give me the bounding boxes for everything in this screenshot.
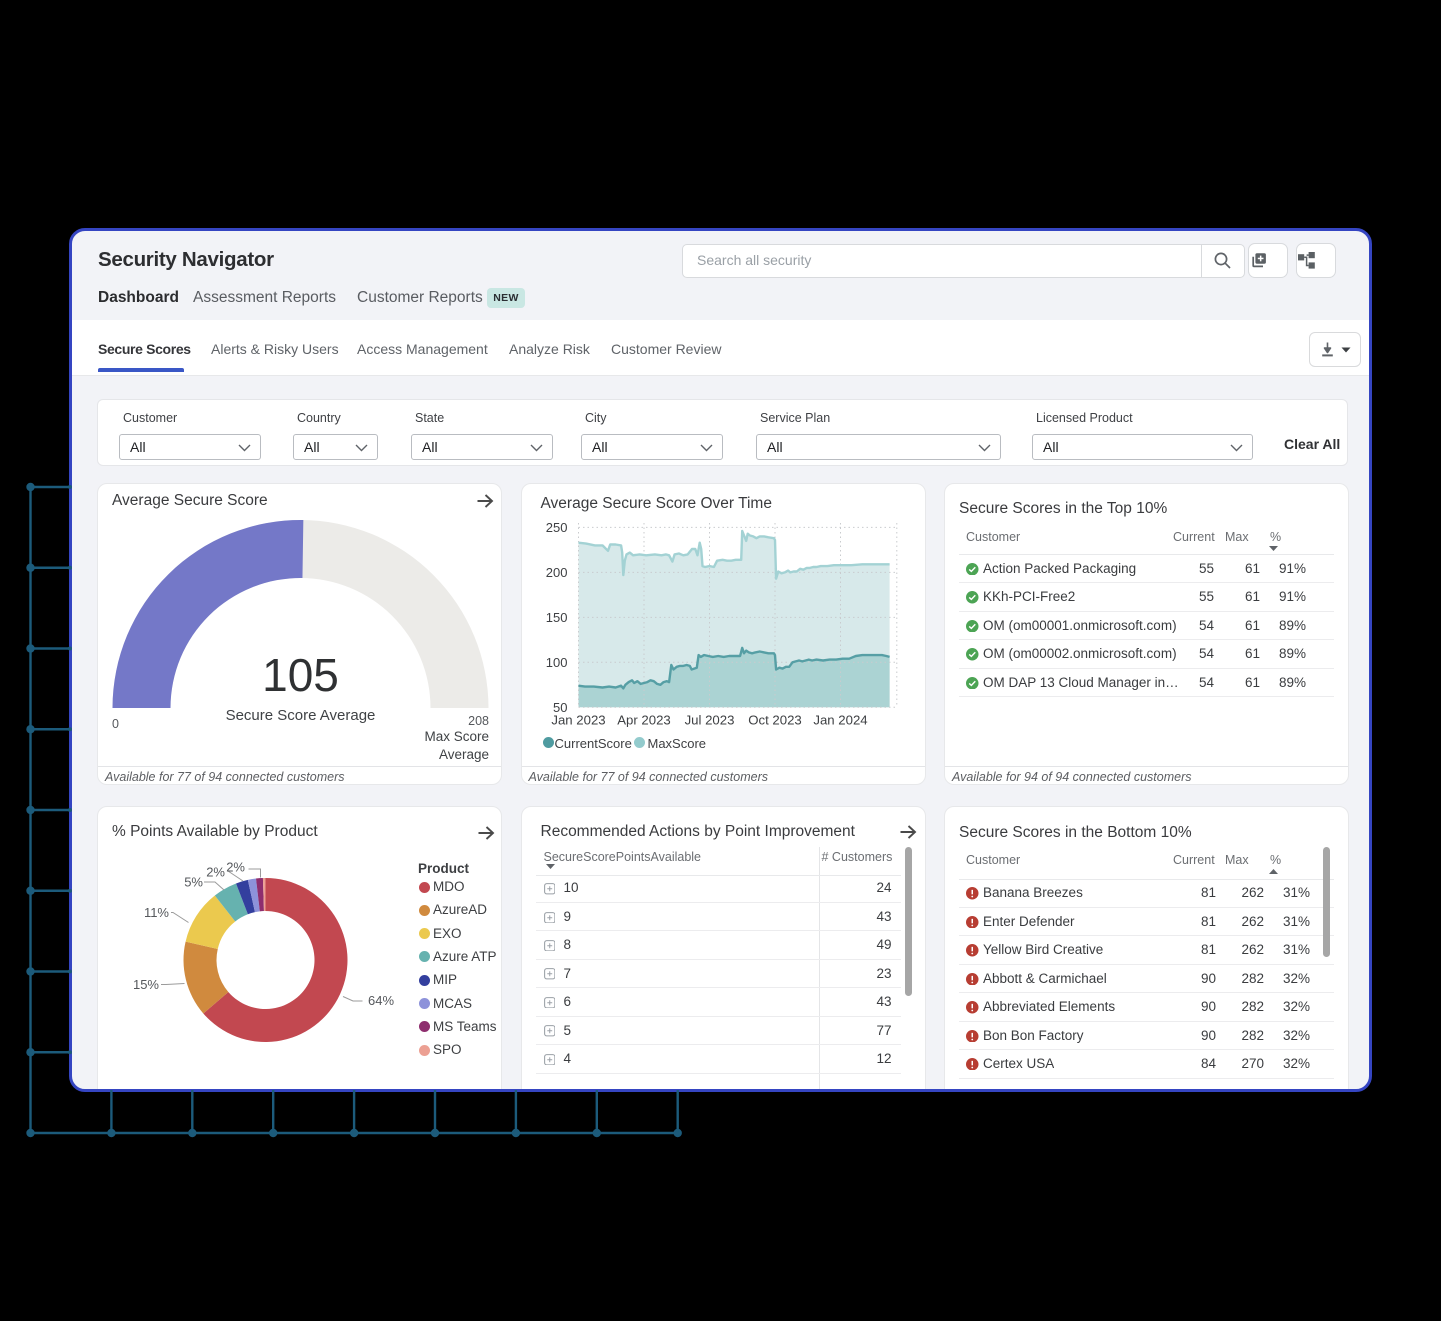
svg-text:150: 150 xyxy=(545,610,567,625)
svg-text:11%: 11% xyxy=(144,905,169,920)
svg-text:5%: 5% xyxy=(184,874,203,889)
svg-text:Jan 2024: Jan 2024 xyxy=(813,713,867,728)
svg-text:250: 250 xyxy=(545,520,567,535)
svg-text:200: 200 xyxy=(545,565,567,580)
svg-text:Apr 2023: Apr 2023 xyxy=(617,713,671,728)
svg-text:64%: 64% xyxy=(368,993,394,1008)
svg-text:15%: 15% xyxy=(133,977,159,992)
svg-text:Jul 2023: Jul 2023 xyxy=(684,713,734,728)
svg-text:50: 50 xyxy=(553,700,567,715)
svg-text:100: 100 xyxy=(545,655,567,670)
svg-text:Jan 2023: Jan 2023 xyxy=(551,713,605,728)
svg-text:2%: 2% xyxy=(206,864,225,879)
svg-text:2%: 2% xyxy=(226,859,245,874)
svg-text:Oct 2023: Oct 2023 xyxy=(748,713,802,728)
